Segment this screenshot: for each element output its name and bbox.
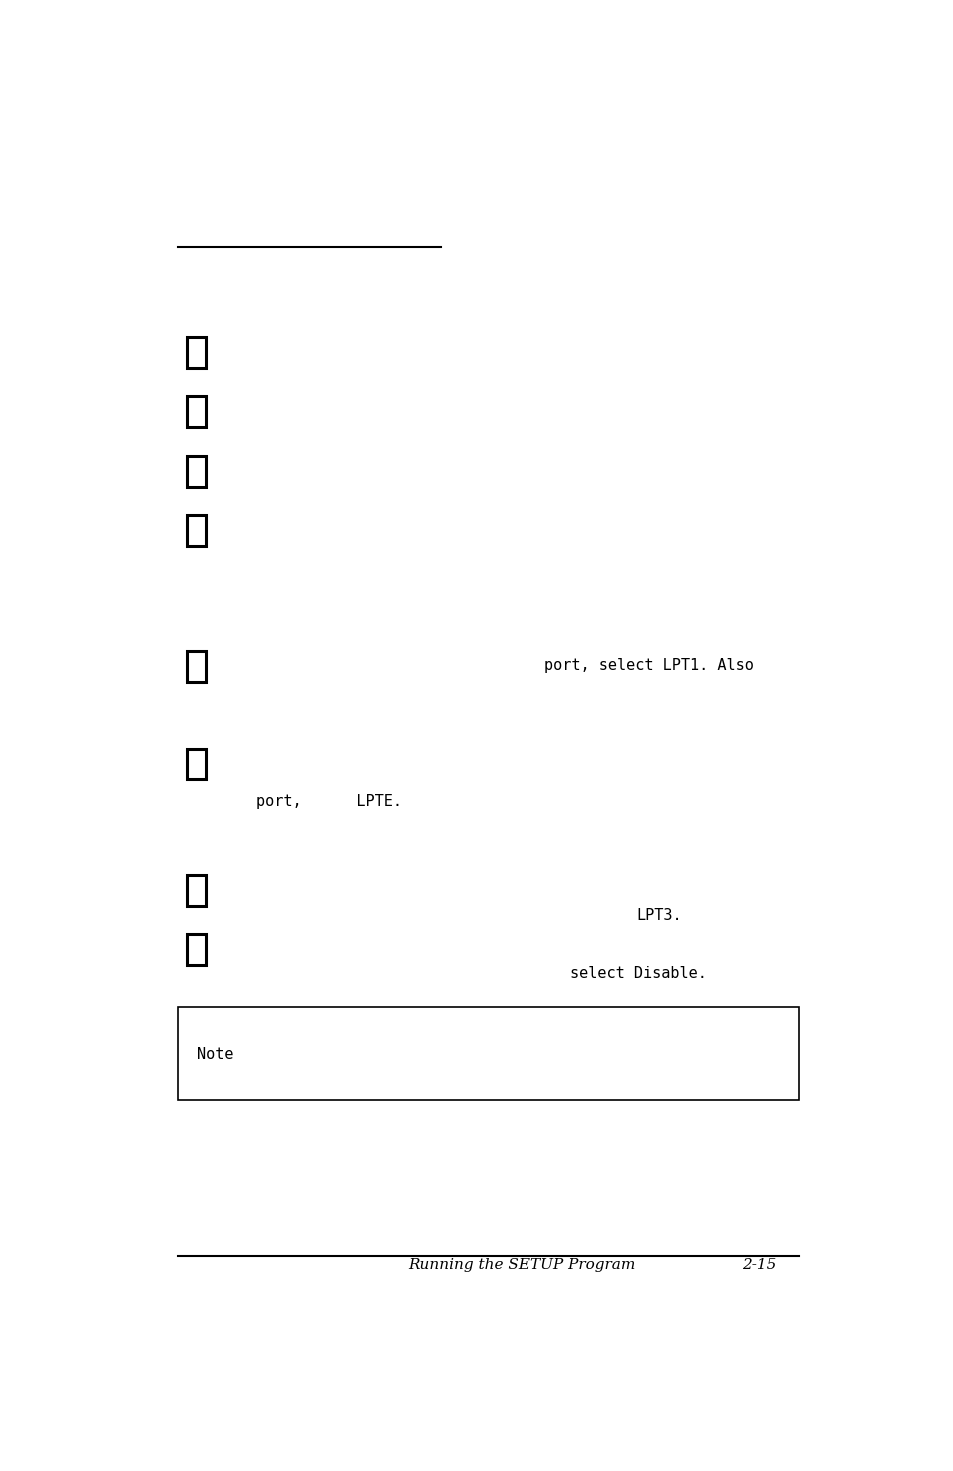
Bar — [187, 749, 206, 780]
Text: Note: Note — [196, 1047, 233, 1062]
Bar — [187, 396, 206, 427]
Bar — [187, 456, 206, 487]
Bar — [187, 337, 206, 368]
Text: Running the SETUP Program: Running the SETUP Program — [408, 1258, 636, 1272]
Text: select Disable.: select Disable. — [570, 966, 706, 981]
Text: port, select LPT1. Also: port, select LPT1. Also — [544, 659, 754, 674]
Bar — [187, 652, 206, 683]
Bar — [187, 515, 206, 546]
Text: 2-15: 2-15 — [740, 1258, 775, 1272]
Bar — [187, 934, 206, 965]
Text: port,      LPTE.: port, LPTE. — [255, 794, 401, 809]
Bar — [187, 875, 206, 906]
Bar — [178, 1006, 799, 1100]
Text: LPT3.: LPT3. — [637, 908, 681, 922]
